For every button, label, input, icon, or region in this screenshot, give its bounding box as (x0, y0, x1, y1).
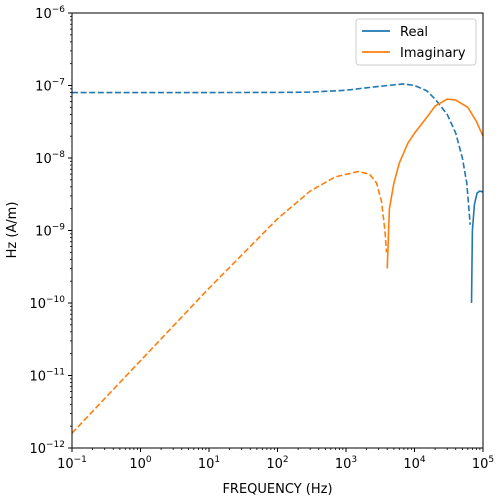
legend: Real Imaginary (355, 18, 477, 66)
series-real-dashed-line (72, 83, 471, 225)
x-axis-label: FREQUENCY (Hz) (222, 482, 332, 497)
series-layer (72, 83, 483, 434)
legend-label-imaginary: Imaginary (400, 46, 466, 61)
y-axis-label: Hz (A/m) (5, 202, 20, 259)
legend-label-real: Real (400, 25, 428, 40)
series-real-solid-line (470, 190, 483, 304)
series-imaginary-dashed-line (72, 170, 388, 434)
series-imaginary-solid-line (386, 98, 483, 269)
